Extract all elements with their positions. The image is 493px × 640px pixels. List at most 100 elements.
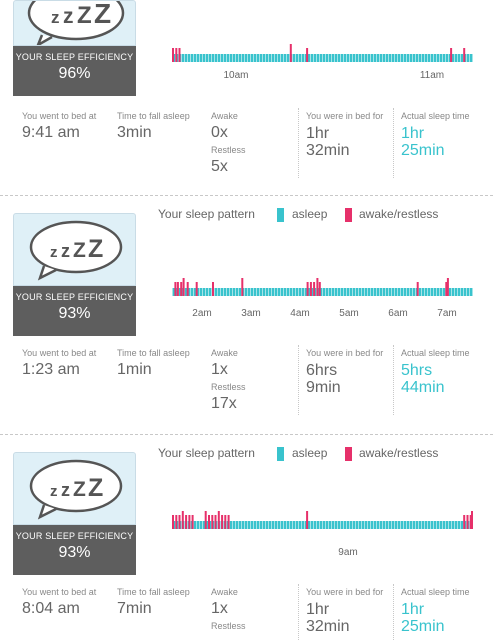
actual-sleep-stat: Actual sleep time 5hrs 44min xyxy=(401,348,481,396)
minute-stripe xyxy=(295,521,296,529)
actual-sleep-minutes: 25min xyxy=(401,142,445,159)
efficiency-value: 96% xyxy=(58,65,91,82)
minute-stripe xyxy=(352,521,353,529)
minute-stripe xyxy=(409,288,410,296)
minute-stripe xyxy=(427,54,428,62)
minute-stripe xyxy=(289,54,290,62)
svg-text:Z: Z xyxy=(73,478,86,501)
minute-stripe xyxy=(298,288,299,296)
sleep-cloud-image: z z Z Z xyxy=(13,0,136,46)
restless-mark xyxy=(416,282,419,296)
minute-stripe xyxy=(325,521,326,529)
restless-mark xyxy=(217,511,220,529)
restless-mark xyxy=(224,515,227,529)
minute-stripe xyxy=(415,288,416,296)
minute-stripe xyxy=(226,288,227,296)
svg-text:z: z xyxy=(50,483,58,500)
minute-stripe xyxy=(457,54,458,62)
minute-stripe xyxy=(187,521,188,529)
fall-asleep-stat: Time to fall asleep 3min xyxy=(117,111,197,141)
restless-mark xyxy=(176,282,179,296)
restless-mark xyxy=(195,282,198,296)
minute-stripe xyxy=(466,54,467,62)
minute-stripe xyxy=(433,288,434,296)
stat-divider xyxy=(298,345,299,415)
minute-stripe xyxy=(421,288,422,296)
awake-value: 0x xyxy=(211,124,228,141)
minute-stripe xyxy=(253,521,254,529)
minute-stripe xyxy=(190,288,191,296)
awake-label: Awake xyxy=(211,587,238,597)
minute-stripe xyxy=(226,521,227,529)
bed-time-value: 1:23 am xyxy=(22,361,80,378)
restless-mark xyxy=(469,515,472,529)
minute-stripe xyxy=(259,54,260,62)
minute-stripe xyxy=(184,521,185,529)
night-separator xyxy=(0,434,493,435)
minute-stripe xyxy=(391,288,392,296)
restless-mark xyxy=(463,48,466,62)
minute-stripe xyxy=(250,288,251,296)
stat-divider xyxy=(393,108,394,178)
minute-stripe xyxy=(430,521,431,529)
minute-stripe xyxy=(364,521,365,529)
minute-stripe xyxy=(340,288,341,296)
minute-stripe xyxy=(238,288,239,296)
minute-stripe xyxy=(388,288,389,296)
chart-tick-6am: 6am xyxy=(388,308,408,319)
minute-stripe xyxy=(346,288,347,296)
minute-stripe xyxy=(193,288,194,296)
minute-stripe xyxy=(256,54,257,62)
stat-divider xyxy=(298,584,299,640)
zzz-cloud-icon: z z Z Z xyxy=(27,1,125,45)
minute-stripe xyxy=(415,54,416,62)
minute-stripe xyxy=(388,54,389,62)
minute-stripe xyxy=(265,288,266,296)
bed-time-label: You went to bed at xyxy=(22,587,97,597)
restless-mark xyxy=(182,278,185,296)
restless-mark xyxy=(450,48,453,62)
restless-label: Restless xyxy=(211,621,246,631)
in-bed-stat: You were in bed for 6hrs 9min xyxy=(306,348,388,396)
restless-mark xyxy=(175,515,178,529)
awake-stat: Awake 0x Restless 5x xyxy=(211,111,291,175)
zzz-cloud-icon: z z Z Z xyxy=(29,220,123,281)
minute-stripe xyxy=(211,54,212,62)
stat-divider xyxy=(298,108,299,178)
restless-mark xyxy=(214,515,217,529)
minute-stripe xyxy=(256,288,257,296)
actual-sleep-stat: Actual sleep time 1hr 25min xyxy=(401,587,481,635)
minute-stripe xyxy=(331,54,332,62)
restless-mark xyxy=(208,515,210,529)
minute-stripe xyxy=(280,288,281,296)
minute-stripe xyxy=(277,521,278,529)
minute-stripe xyxy=(379,288,380,296)
minute-stripe xyxy=(202,54,203,62)
minute-stripe xyxy=(298,521,299,529)
fall-asleep-label: Time to fall asleep xyxy=(117,587,190,597)
minute-stripe xyxy=(400,521,401,529)
minute-stripe xyxy=(472,288,473,296)
minute-stripe xyxy=(355,288,356,296)
minute-stripe xyxy=(190,521,191,529)
minute-stripe xyxy=(187,54,188,62)
in-bed-stat: You were in bed for 1hr 32min xyxy=(306,587,388,635)
minute-stripe xyxy=(241,521,242,529)
minute-stripe xyxy=(349,288,350,296)
in-bed-minutes: 9min xyxy=(306,379,341,396)
minute-stripe xyxy=(265,521,266,529)
minute-stripe xyxy=(406,288,407,296)
minute-stripe xyxy=(319,54,320,62)
minute-stripe xyxy=(196,521,197,529)
night-separator xyxy=(0,195,493,196)
minute-stripe xyxy=(217,288,218,296)
in-bed-minutes: 32min xyxy=(306,142,350,159)
minute-stripe xyxy=(229,54,230,62)
minute-stripe xyxy=(328,54,329,62)
minute-stripe xyxy=(436,288,437,296)
chart-tick-7am: 7am xyxy=(437,308,457,319)
minute-stripe xyxy=(457,288,458,296)
bed-time-stat: You went to bed at 1:23 am xyxy=(22,348,110,378)
restless-mark xyxy=(191,515,194,529)
restless-mark xyxy=(204,511,207,529)
